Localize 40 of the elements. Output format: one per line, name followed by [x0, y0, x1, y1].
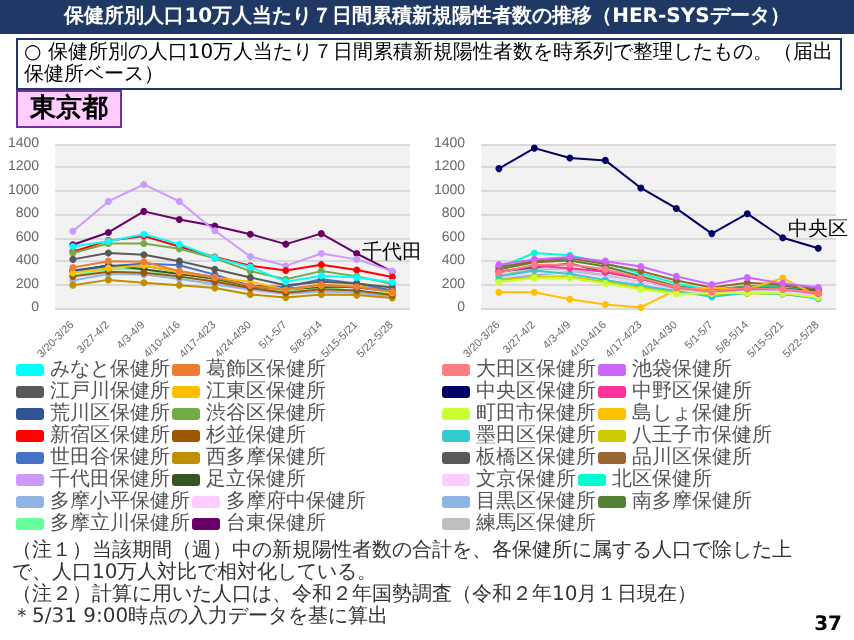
legend-label: 多摩立川保健所: [50, 511, 190, 535]
legend-label: 千代田保健所: [50, 467, 170, 491]
legend-label: 足立保健所: [206, 467, 306, 491]
legend-label: 品川区保健所: [632, 445, 752, 469]
legend-label: 多摩小平保健所: [50, 489, 190, 513]
legend-label: 江戸川保健所: [50, 379, 170, 403]
legend-label: 町田市保健所: [476, 401, 596, 425]
legend-label: 南多摩保健所: [632, 489, 752, 513]
legend-label: 杉並保健所: [204, 423, 306, 447]
legend-label: 文京保健所: [476, 467, 576, 491]
legend-label: みなと保健所: [50, 357, 170, 381]
legend-label: 中央区保健所: [476, 379, 596, 403]
legend-label: 西多摩保健所: [206, 445, 326, 469]
text: 37: [814, 614, 842, 636]
chart-subtitle: ○ 保健所別の人口10万人当たり７日間累積新規陽性者数を時系列で整理したもの。（届出保健所ベース）: [16, 38, 842, 90]
legend-label: 荒川区保健所: [50, 401, 170, 425]
legend-label: 目黒区保健所: [476, 489, 596, 513]
text: 東京都: [16, 90, 122, 128]
chart-title: 保健所別人口10万人当たり７日間累積新規陽性者数の推移（HER-SYSデータ）: [0, 0, 854, 34]
legend-label: 中野区保健所: [632, 379, 752, 403]
legend-label: 池袋保健所: [632, 357, 732, 381]
legend-label: 新宿区保健所: [50, 423, 170, 447]
text: ＊5/31 9:00時点の入力データを基に算出: [12, 606, 391, 628]
legend-label: 世田谷保健所: [50, 445, 170, 469]
annotation: 千代田: [362, 240, 423, 265]
legend-label: 多摩府中保健所: [226, 489, 366, 513]
legend-label: 葛飾区保健所: [206, 357, 326, 381]
legend-label: 板橋区保健所: [474, 445, 596, 469]
text: （注１）当該期間（週）中の新規陽性者数の合計を、各保健所に属する人口で除した上で、人口10万人対比で相対化している。: [12, 540, 794, 584]
legend-label: 北区保健所: [612, 467, 712, 491]
legend-label: 台東保健所: [226, 511, 326, 535]
legend-label: 島しょ保健所: [632, 401, 752, 425]
legend-label: 江東区保健所: [206, 379, 326, 403]
annotation: 中央区: [788, 217, 849, 242]
legend-label: 墨田区保健所: [476, 423, 596, 447]
legend-label: 練馬区保健所: [474, 511, 596, 535]
legend-label: 大田区保健所: [476, 357, 596, 381]
legend-label: 八王子市保健所: [632, 423, 772, 447]
legend-label: 渋谷区保健所: [206, 401, 326, 425]
text: （注２）計算に用いた人口は、令和２年国勢調査（令和２年10月１日現在）: [12, 584, 700, 606]
